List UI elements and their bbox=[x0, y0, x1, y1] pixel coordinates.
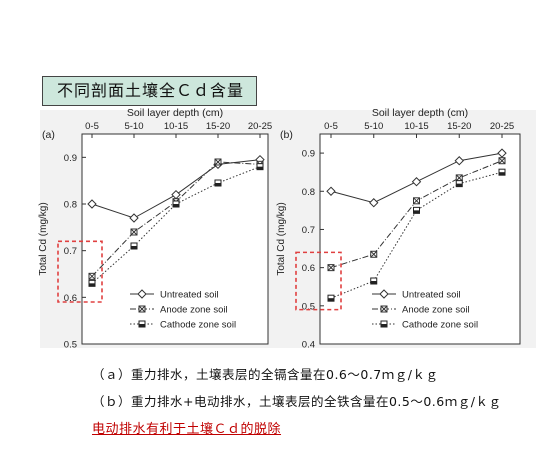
panel-label: (a) bbox=[42, 129, 55, 141]
panel-label: (b) bbox=[280, 129, 293, 141]
legend-marker-untreated bbox=[137, 289, 147, 299]
highlight-box bbox=[57, 240, 103, 303]
legend-marker-untreated bbox=[379, 289, 389, 299]
point-cathode bbox=[327, 294, 335, 302]
point-anode-cross bbox=[455, 174, 463, 182]
highlight-box bbox=[295, 251, 342, 311]
legend-marker-cathode-fill bbox=[139, 324, 145, 327]
y-tick-label: 0.6 bbox=[64, 293, 77, 304]
plot-frame-a bbox=[81, 133, 269, 345]
legend-marker-anode-cross bbox=[380, 305, 388, 313]
y-tick-label: 0.9 bbox=[302, 149, 315, 160]
point-anode bbox=[130, 228, 138, 236]
point-anode-cross bbox=[498, 157, 506, 165]
legend-label: Cathode zone soil bbox=[160, 320, 236, 331]
point-cathode bbox=[370, 277, 378, 285]
legend-marker-anode-cross bbox=[138, 305, 146, 313]
point-cathode bbox=[214, 179, 222, 187]
x-tick-label: 0-5 bbox=[324, 121, 338, 132]
point-anode bbox=[370, 250, 378, 258]
point-anode-cross bbox=[130, 228, 138, 236]
legend-label: Anode zone soil bbox=[402, 305, 470, 316]
caption-b: （ｂ）重力排水+电动排水，土壤表层的全铁含量在0.5～0.6ｍｇ/ｋｇ bbox=[92, 394, 502, 409]
point-untreated bbox=[87, 199, 97, 209]
x-tick-label: 20-25 bbox=[248, 121, 272, 132]
point-cathode bbox=[256, 163, 264, 171]
point-cathode bbox=[413, 206, 420, 214]
point-cathode bbox=[130, 242, 138, 250]
point-cathode-fill bbox=[370, 281, 377, 284]
legend-label: Untreated soil bbox=[402, 290, 461, 301]
y-tick-label: 0.4 bbox=[302, 340, 315, 349]
y-tick-label: 0.8 bbox=[64, 200, 77, 211]
legend-label: Anode zone soil bbox=[160, 305, 228, 316]
point-anode bbox=[214, 158, 222, 166]
figure-area: Soil layer depth (cm) (a) 0-5 5-10 10-15 15-2… bbox=[0, 108, 536, 348]
legend-marker-cathode-fill bbox=[381, 324, 387, 327]
y-tick-label: 0.7 bbox=[302, 225, 315, 236]
x-tick-label: 15-20 bbox=[447, 121, 471, 132]
x-tick-label: 10-15 bbox=[404, 121, 428, 132]
point-anode bbox=[455, 174, 463, 182]
point-cathode-fill bbox=[173, 204, 179, 207]
x-tick-label: 15-20 bbox=[206, 121, 230, 132]
point-cathode-fill bbox=[328, 298, 334, 302]
caption-a: （ａ）重力排水，土壤表层的全镉含量在0.6～0.7ｍｇ/ｋｇ bbox=[92, 367, 439, 382]
legend-label: Untreated soil bbox=[160, 290, 219, 301]
x-tick-label: 20-25 bbox=[490, 121, 514, 132]
point-anode-cross bbox=[214, 158, 222, 166]
point-anode bbox=[498, 157, 506, 165]
point-untreated bbox=[411, 177, 422, 187]
point-cathode-fill bbox=[413, 210, 420, 214]
slide-title: 不同剖面土壤全Ｃｄ含量 bbox=[42, 76, 257, 106]
y-tick-label: 0.6 bbox=[302, 263, 315, 274]
x-tick-label: 0-5 bbox=[85, 121, 99, 132]
y-tick-label: 0.9 bbox=[64, 153, 77, 164]
point-anode-cross bbox=[88, 272, 96, 280]
y-tick-label: 0.5 bbox=[302, 301, 315, 312]
plot-frame-b bbox=[319, 133, 521, 345]
point-anode bbox=[413, 197, 420, 205]
legend-label: Cathode zone soil bbox=[402, 320, 478, 331]
conclusion-text: 电动排水有利于土壤Ｃｄ的脱除 bbox=[92, 422, 282, 437]
x-tick-label: 10-15 bbox=[164, 121, 188, 132]
point-cathode bbox=[172, 200, 180, 208]
point-cathode-fill bbox=[456, 183, 463, 187]
point-cathode bbox=[88, 279, 96, 287]
series-line-half-filled-square bbox=[330, 171, 503, 299]
y-axis-label: Total Cd (mg/kg) bbox=[276, 202, 287, 275]
point-cathode-fill bbox=[257, 166, 263, 170]
point-cathode-fill bbox=[215, 183, 221, 186]
point-cathode-fill bbox=[89, 283, 95, 287]
point-untreated bbox=[326, 186, 336, 196]
chart-svg: Soil layer depth (cm) (a) 0-5 5-10 10-15 15-2… bbox=[38, 108, 536, 349]
point-untreated bbox=[129, 213, 139, 223]
y-tick-label: 0.7 bbox=[64, 246, 77, 257]
point-untreated bbox=[454, 156, 464, 166]
x-tick-label: 5-10 bbox=[124, 121, 143, 132]
top-axis-label: Soil layer depth (cm) bbox=[372, 108, 468, 119]
y-tick-label: 0.8 bbox=[302, 187, 315, 198]
point-cathode-fill bbox=[131, 246, 137, 249]
x-tick-label: 5-10 bbox=[364, 121, 383, 132]
point-untreated bbox=[369, 198, 379, 208]
point-untreated bbox=[497, 148, 507, 158]
point-cathode bbox=[455, 180, 463, 188]
y-axis-label: Total Cd (mg/kg) bbox=[38, 202, 49, 275]
top-axis-label: Soil layer depth (cm) bbox=[127, 108, 223, 119]
point-anode-cross bbox=[413, 197, 420, 205]
point-anode-cross bbox=[370, 250, 378, 258]
y-tick-label: 0.5 bbox=[64, 340, 77, 349]
point-anode-cross bbox=[327, 264, 335, 271]
point-cathode bbox=[498, 168, 506, 176]
point-anode bbox=[327, 264, 335, 272]
point-anode bbox=[88, 272, 96, 280]
point-cathode-fill bbox=[499, 172, 505, 176]
